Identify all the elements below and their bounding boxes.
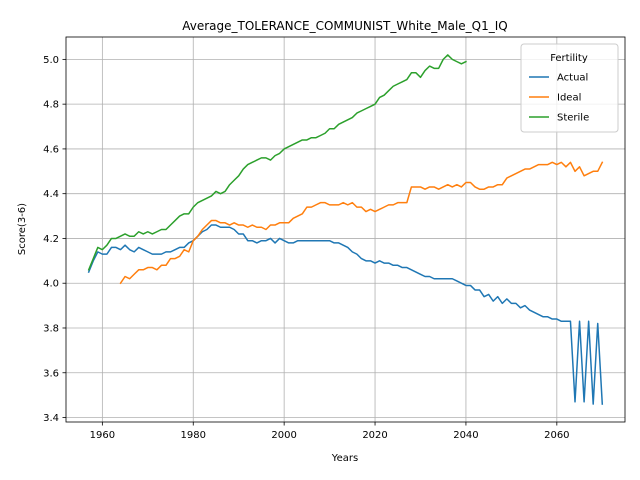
x-tick-label: 2020 — [362, 430, 387, 441]
legend-label-actual: Actual — [557, 73, 588, 84]
chart-title: Average_TOLERANCE_COMMUNIST_White_Male_Q… — [182, 19, 507, 33]
plot-frame — [65, 36, 626, 423]
legend: Fertility Actual Ideal Sterile — [520, 43, 619, 133]
legend-label-ideal: Ideal — [557, 93, 581, 104]
legend-item-ideal: Ideal — [529, 93, 581, 104]
y-tick-label: 3.8 — [43, 323, 59, 334]
legend-box — [520, 43, 619, 133]
y-axis-title: Score(3-6) — [17, 203, 28, 255]
x-tick-label: 1960 — [90, 430, 115, 441]
legend-label-sterile: Sterile — [557, 113, 589, 124]
y-tick-label: 4.6 — [43, 144, 59, 155]
series-line-actual — [87, 224, 604, 405]
y-tick-label: 3.4 — [43, 413, 59, 424]
y-tick-label: 3.6 — [43, 368, 59, 379]
x-tick-label: 1980 — [181, 430, 206, 441]
series-line-sterile — [87, 54, 467, 271]
y-tick-label: 5.0 — [43, 55, 59, 66]
x-axis-title: Years — [331, 453, 358, 464]
y-tick-label: 4.4 — [43, 189, 59, 200]
y-tick-label: 4.8 — [43, 100, 59, 111]
x-tick-label: 2040 — [453, 430, 478, 441]
axis-ticks: 1960 1980 2000 2020 2040 2060 3.4 3.6 3.8 4.0 4.2 4… — [43, 55, 569, 441]
series-line-ideal — [119, 161, 604, 285]
series-lines — [87, 54, 604, 405]
legend-item-sterile: Sterile — [529, 113, 589, 124]
legend-item-actual: Actual — [529, 73, 588, 84]
x-tick-label: 2060 — [544, 430, 569, 441]
y-tick-label: 4.0 — [43, 279, 59, 290]
x-tick-label: 2000 — [271, 430, 296, 441]
legend-title: Fertility — [550, 53, 588, 64]
y-tick-label: 4.2 — [43, 234, 59, 245]
grid — [66, 37, 625, 422]
legend-items: Actual Ideal Sterile — [529, 73, 589, 124]
